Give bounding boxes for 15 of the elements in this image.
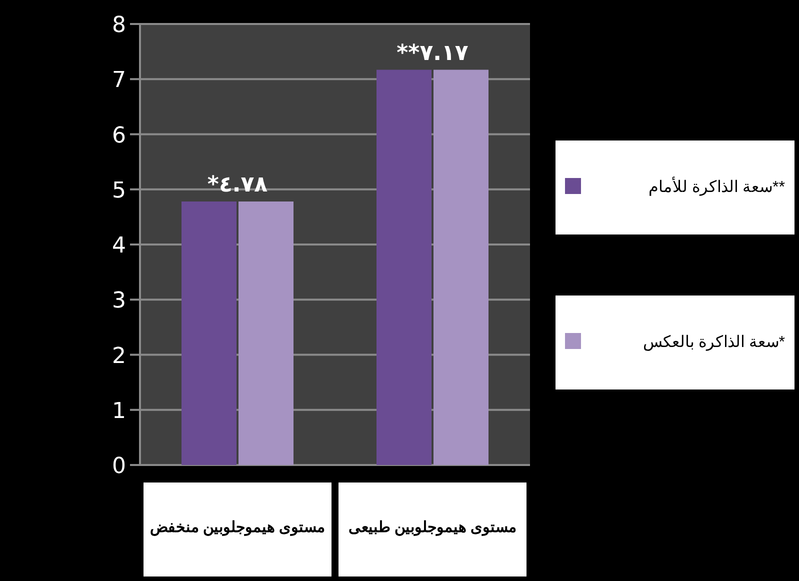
x-tick-label: مستوى هيموجلوبين منخفض <box>150 519 326 536</box>
y-tick-label: 7 <box>112 68 126 94</box>
text: **سعة الذاكرة للأمام <box>648 177 785 196</box>
y-tick-label: 1 <box>112 398 126 424</box>
y-tick-label: 8 <box>112 13 126 38</box>
y-tick-label: 2 <box>112 344 126 369</box>
text: *سعة الذاكرة بالعكس <box>642 334 785 351</box>
y-tick-label: 3 <box>112 288 126 314</box>
x-tick-label: مستوى هيموجلوبين طبيعى <box>348 519 517 536</box>
y-tick-label: 6 <box>112 123 126 148</box>
y-tick-label: 0 <box>112 454 126 479</box>
y-tick-label: 5 <box>112 178 126 204</box>
annotation: *٤.٧٨ <box>207 172 268 198</box>
annotation: **٧.١٧ <box>396 40 468 66</box>
y-tick-label: 4 <box>112 234 126 258</box>
